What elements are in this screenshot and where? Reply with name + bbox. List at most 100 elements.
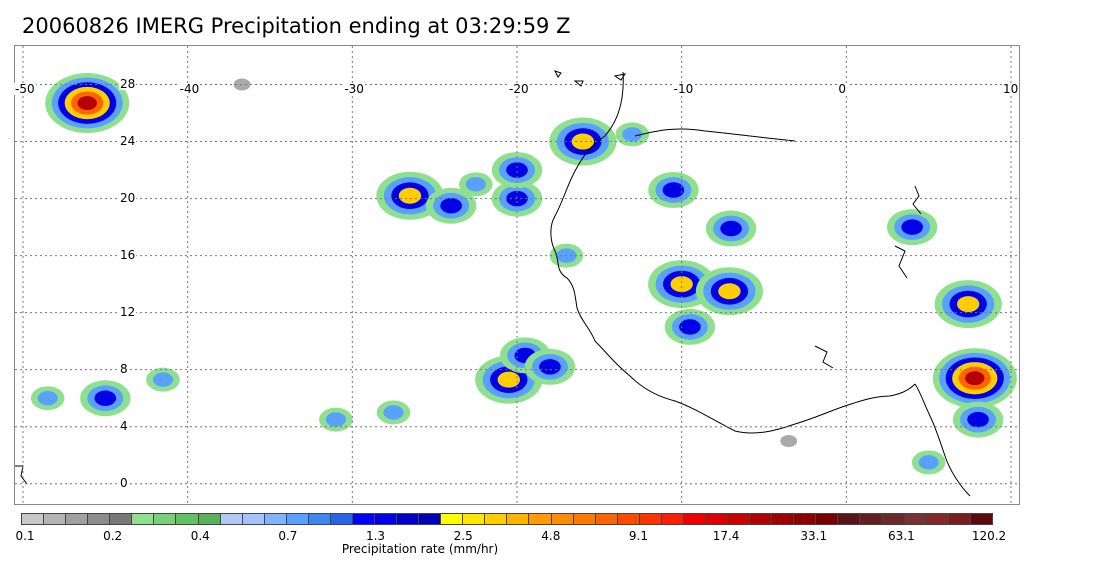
colorbar-tick-label: 63.1 [888,529,915,543]
colorbar-tick-label: 120.2 [971,529,1007,543]
coast-fragment-5 [894,245,908,279]
colorbar-swatch [772,514,795,524]
precipitation-contour [152,372,174,387]
coast-fragment-7 [15,465,28,485]
precipitation-contour [965,371,985,386]
precipitation-cell [425,187,477,224]
colorbar-swatch [970,514,992,524]
colorbar-swatch [507,514,530,524]
precipitation-contour [465,177,486,192]
precipitation-contour [622,127,643,142]
longitude-tick-label: -50 [14,82,36,96]
precipitation-contour [398,187,422,204]
colorbar-swatch [66,514,89,524]
precipitation-cell [664,308,716,345]
longitude-tick-label: 10 [1002,82,1020,96]
colorbar-swatch [661,514,684,524]
latitude-tick-label: 12 [119,304,137,319]
precipitation-cell [695,267,764,316]
precipitation-cell [705,210,757,247]
colorbar-swatch [375,514,398,524]
precipitation-contour [720,220,742,237]
precipitation-cell [376,400,411,425]
colorbar-swatch [441,514,464,524]
colorbar-swatch [794,514,817,524]
colorbar-swatch [308,514,331,524]
longitude-tick-label: 0 [837,82,847,96]
precipitation-contour [670,276,693,293]
coast-fragment-3 [613,73,627,81]
precipitation-contour [94,390,117,406]
precipitation-contour [718,283,741,300]
colorbar-swatch [242,514,265,524]
colorbar-swatch [595,514,618,524]
precipitation-contour [506,162,528,178]
colorbar-swatch [352,514,375,524]
colorbar-swatch [705,514,728,524]
precipitation-contour [780,434,798,447]
precipitation-cell [932,348,1017,409]
colorbar-swatch [573,514,596,524]
precipitation-contour [325,412,346,427]
colorbar-swatch [330,514,353,524]
coast-fragment-6 [814,345,834,369]
longitude-tick-label: -10 [672,82,695,96]
colorbar-tick-label: 2.5 [453,529,473,543]
colorbar-tick-label: 0.1 [15,529,35,543]
precipitation-contour [37,390,58,406]
colorbar-swatch [529,514,552,524]
colorbar-swatch [88,514,111,524]
colorbar-swatch [948,514,971,524]
colorbar-swatch [22,514,45,524]
precipitation-contour [956,296,980,313]
colorbar-swatch [44,514,67,524]
colorbar-tick-label: 33.1 [800,529,828,543]
latitude-tick-label: 24 [119,133,137,148]
precipitation-contour [571,133,595,150]
coast-fragment-2 [573,80,584,87]
latitude-tick-label: 28 [119,76,137,91]
precipitation-contour [440,197,462,214]
coast-fragment-1 [554,70,562,78]
latitude-tick-label: 4 [119,418,129,433]
colorbar-swatch [750,514,773,524]
colorbar-tick-label: 4.8 [541,529,561,543]
precipitation-colorbar [21,513,993,525]
precipitation-contour [918,455,939,470]
precipitation-cell [233,78,251,91]
precipitation-cell [524,348,576,385]
coast-fragment-4 [912,185,922,215]
map-title: 20060826 IMERG Precipitation ending at 0… [22,14,571,38]
colorbar-swatch [132,514,155,524]
precipitation-contour [662,182,685,198]
precipitation-cell [459,172,493,197]
colorbar-swatch [110,514,133,524]
colorbar-tick-label: 0.2 [103,529,123,543]
precipitation-cell [887,209,938,246]
precipitation-cell [549,117,617,166]
colorbar-swatch [154,514,177,524]
colorbar-swatch [485,514,508,524]
latitude-tick-label: 20 [119,190,137,205]
precipitation-cell [319,407,353,432]
colorbar-tick-label: 17.4 [712,529,740,543]
colorbar-tick-label: 1.3 [365,529,386,543]
precipitation-contour [901,219,923,235]
map-frame [14,45,1020,505]
precipitation-cell [780,434,798,447]
colorbar-swatch [639,514,662,524]
coastline-west-africa [550,71,916,434]
coastline-gulf-guinea [914,383,971,497]
latitude-tick-label: 0 [119,475,129,490]
precipitation-contour [539,359,561,375]
precipitation-cell [491,152,543,189]
precipitation-cell [146,367,180,392]
precipitation-contour [383,405,404,420]
precipitation-cell [648,172,699,209]
latitude-tick-label: 16 [119,247,137,262]
latitude-tick-label: 8 [119,361,129,376]
coastline-layer [15,70,971,497]
colorbar-swatch [463,514,486,524]
precipitation-cell [30,386,65,411]
precipitation-cell [952,401,1004,438]
